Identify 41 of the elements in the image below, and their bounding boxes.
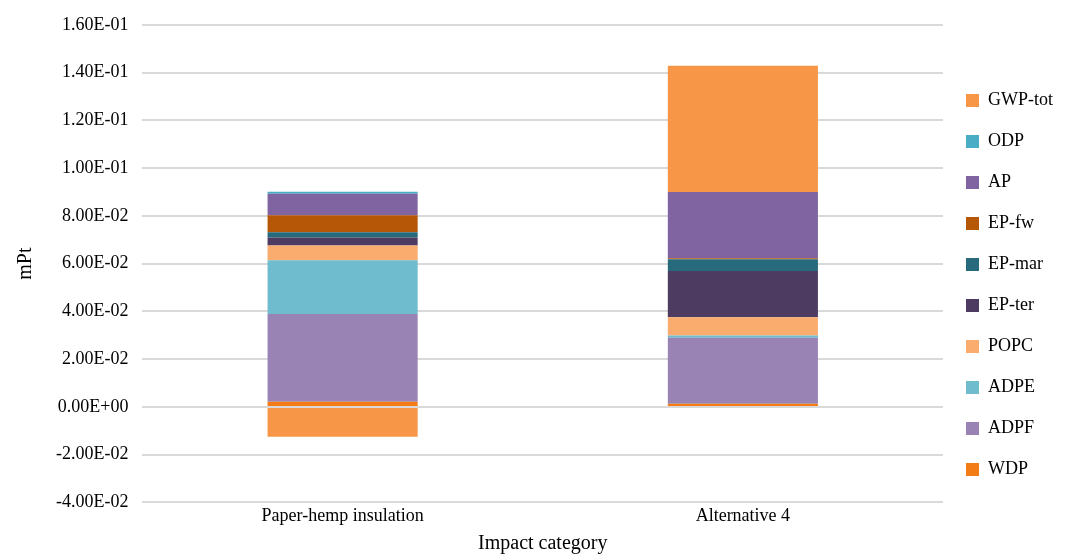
bar xyxy=(667,403,818,406)
y-tick-label: 1.40E-01 xyxy=(61,61,129,82)
y-tick-label: 1.60E-01 xyxy=(61,13,129,34)
legend-label: POPC xyxy=(988,335,1034,356)
y-tick-label: 2.00E-02 xyxy=(61,347,129,368)
legend-label: ADPE xyxy=(988,376,1036,397)
legend-label: ADPF xyxy=(988,417,1035,438)
y-axis-title: mPt xyxy=(13,247,36,280)
legend-label: ODP xyxy=(988,130,1025,151)
legend-label: GWP-tot xyxy=(988,89,1053,110)
bar xyxy=(267,193,418,216)
bar xyxy=(667,259,818,271)
bar xyxy=(667,317,818,336)
legend-label: EP-fw xyxy=(988,212,1034,233)
legend-label: WDP xyxy=(988,458,1028,479)
y-tick-label: 6.00E-02 xyxy=(61,252,129,273)
bar xyxy=(267,401,418,406)
legend-label: EP-ter xyxy=(988,294,1034,315)
x-tick-label: Paper-hemp insulation xyxy=(261,504,424,525)
x-tick-label: Alternative 4 xyxy=(695,504,791,525)
bar xyxy=(667,337,818,404)
bar xyxy=(267,215,418,233)
bar xyxy=(267,260,418,314)
y-tick-label: -4.00E-02 xyxy=(56,491,129,512)
bar xyxy=(667,65,818,192)
bar xyxy=(267,232,418,238)
y-tick-label: 1.20E-01 xyxy=(61,109,129,130)
y-tick-label: 1.00E-01 xyxy=(61,156,129,177)
y-tick-label: 0.00E+00 xyxy=(57,395,129,416)
y-tick-label: 4.00E-02 xyxy=(61,300,129,321)
bar xyxy=(267,313,418,402)
y-tick-label: -2.00E-02 xyxy=(56,443,129,464)
bar xyxy=(667,271,818,318)
bar xyxy=(667,191,818,259)
legend-label: AP xyxy=(988,171,1012,192)
y-tick-label: 8.00E-02 xyxy=(61,204,129,225)
bar xyxy=(667,335,818,338)
legend-label: EP-mar xyxy=(988,253,1043,274)
x-axis-title: Impact category xyxy=(478,531,608,555)
bar xyxy=(267,407,418,437)
bar xyxy=(267,245,418,261)
